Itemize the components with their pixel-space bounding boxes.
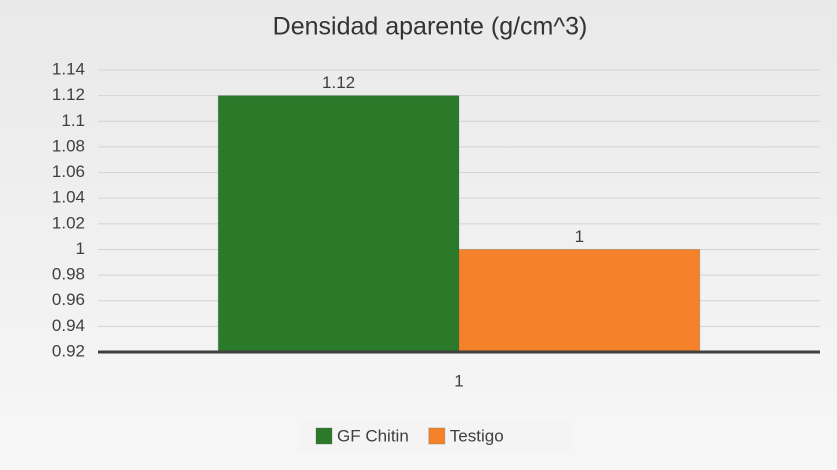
y-tick-label: 1.14	[52, 59, 85, 78]
bar	[217, 95, 460, 353]
y-tick-label: 0.94	[52, 316, 85, 335]
chart-title: Densidad aparente (g/cm^3)	[273, 13, 588, 41]
y-tick-label: 1.06	[52, 162, 85, 181]
legend-swatch	[315, 427, 333, 445]
y-tick-label: 0.92	[52, 341, 85, 360]
y-tick-label: 1	[76, 239, 85, 258]
y-tick-label: 1.08	[52, 136, 85, 155]
bar	[458, 248, 701, 353]
y-tick-label: 0.98	[52, 265, 85, 284]
y-tick-label: 1.04	[52, 188, 85, 207]
y-tick-label: 1.1	[61, 111, 85, 130]
legend-label: GF Chitin	[337, 426, 409, 445]
x-tick-label: 1	[454, 371, 463, 390]
y-tick-label: 0.96	[52, 290, 85, 309]
data-label: 1	[575, 227, 584, 246]
y-tick-label: 1.02	[52, 213, 85, 232]
y-tick-label: 1.12	[52, 85, 85, 104]
legend-swatch	[428, 427, 446, 445]
legend-label: Testigo	[450, 426, 504, 445]
data-label: 1.12	[322, 73, 355, 92]
